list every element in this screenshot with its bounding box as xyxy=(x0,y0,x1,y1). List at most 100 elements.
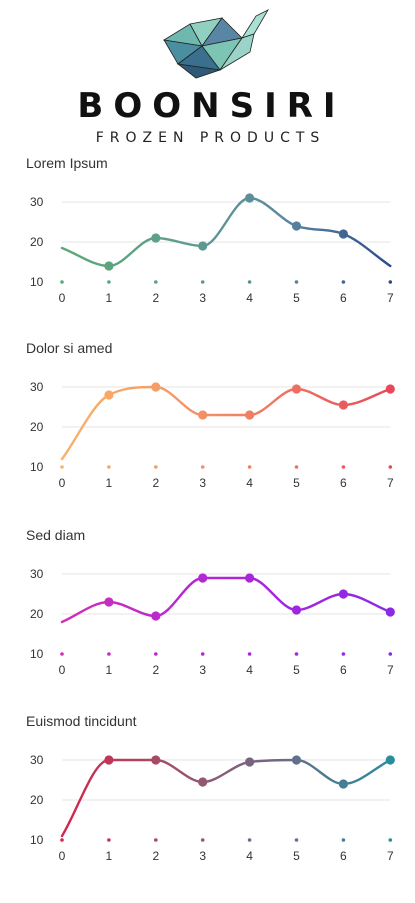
series-line xyxy=(60,576,392,624)
y-tick-label: 30 xyxy=(30,753,44,767)
chart-panel-1: Lorem Ipsum 10 20 30 0 1 2 3 4 5 6 7 xyxy=(0,155,415,345)
series-line xyxy=(60,758,392,838)
chart-title: Sed diam xyxy=(26,527,86,543)
x-tick-label: 2 xyxy=(152,291,159,305)
y-tick-label: 20 xyxy=(30,607,44,621)
data-point xyxy=(151,233,161,243)
x-tick-label: 5 xyxy=(293,849,300,863)
y-tick-label: 10 xyxy=(30,275,44,289)
x-tick-label: 1 xyxy=(106,663,113,677)
baseline-dot xyxy=(200,465,205,469)
x-tick-label: 6 xyxy=(340,476,347,490)
baseline-dot xyxy=(388,838,393,842)
baseline-dot xyxy=(60,465,64,469)
baseline-dot xyxy=(154,838,158,842)
x-tick-label: 3 xyxy=(199,476,206,490)
data-point xyxy=(338,589,348,599)
data-point xyxy=(198,573,208,583)
y-tick-label: 30 xyxy=(30,567,44,581)
x-tick-label: 0 xyxy=(59,476,66,490)
y-tick-label: 20 xyxy=(30,235,44,249)
baseline-dot xyxy=(107,652,111,656)
baseline-dot xyxy=(341,838,346,842)
x-tick-label: 4 xyxy=(246,476,253,490)
y-tick-label: 10 xyxy=(30,833,44,847)
data-point xyxy=(104,261,114,271)
baseline-dot xyxy=(247,838,252,842)
x-tick-label: 4 xyxy=(246,291,253,305)
data-point xyxy=(198,410,208,420)
data-point xyxy=(385,607,395,617)
baseline-dot xyxy=(200,838,205,842)
baseline-dot xyxy=(388,652,393,656)
baseline-dot xyxy=(341,280,346,284)
x-tick-label: 2 xyxy=(152,849,159,863)
x-tick-label: 5 xyxy=(293,291,300,305)
data-point xyxy=(104,390,114,400)
data-point xyxy=(385,755,395,765)
baseline-dot xyxy=(200,280,205,284)
brand-header: BOONSIRI FROZEN PRODUCTS xyxy=(0,0,415,150)
x-tick-label: 7 xyxy=(387,663,394,677)
y-tick-label: 10 xyxy=(30,647,44,661)
data-point xyxy=(151,382,161,392)
baseline-dot xyxy=(60,838,64,842)
x-tick-label: 6 xyxy=(340,291,347,305)
data-point xyxy=(151,611,161,621)
data-point xyxy=(245,193,255,203)
x-tick-label: 1 xyxy=(106,849,113,863)
x-tick-label: 7 xyxy=(387,849,394,863)
x-tick-label: 2 xyxy=(152,663,159,677)
line-chart: 10 20 30 0 1 2 3 4 5 6 7 xyxy=(30,753,395,863)
y-tick-label: 30 xyxy=(30,195,44,209)
data-point xyxy=(291,755,302,765)
baseline-dot xyxy=(247,280,252,284)
x-tick-label: 3 xyxy=(199,291,206,305)
x-tick-label: 4 xyxy=(246,849,253,863)
x-tick-label: 2 xyxy=(152,476,159,490)
x-tick-label: 4 xyxy=(246,663,253,677)
data-point xyxy=(385,384,395,394)
data-point xyxy=(338,779,348,789)
data-point xyxy=(245,757,255,767)
y-tick-label: 30 xyxy=(30,380,44,394)
baseline-dot xyxy=(294,652,299,656)
data-point xyxy=(291,605,302,615)
chart-panel-3: Sed diam 10 20 30 0 1 2 3 4 5 6 7 xyxy=(0,527,415,717)
x-tick-label: 5 xyxy=(293,476,300,490)
baseline-dot xyxy=(154,280,158,284)
chart-panel-2: Dolor si amed 10 20 30 0 1 2 3 4 5 6 7 xyxy=(0,340,415,530)
data-point xyxy=(338,400,348,410)
x-tick-label: 5 xyxy=(293,663,300,677)
x-tick-label: 0 xyxy=(59,849,66,863)
line-chart: 10 20 30 0 1 2 3 4 5 6 7 xyxy=(30,193,394,305)
baseline-dot xyxy=(107,280,111,284)
x-tick-label: 7 xyxy=(387,291,394,305)
x-tick-label: 0 xyxy=(59,663,66,677)
y-tick-label: 20 xyxy=(30,420,44,434)
baseline-dot xyxy=(247,652,252,656)
x-tick-label: 1 xyxy=(106,476,113,490)
data-point xyxy=(245,573,255,583)
baseline-dot xyxy=(107,838,111,842)
geometric-whale-icon xyxy=(162,9,270,79)
y-tick-label: 10 xyxy=(30,460,44,474)
data-point xyxy=(338,229,348,239)
x-tick-label: 6 xyxy=(340,849,347,863)
baseline-dot xyxy=(294,280,299,284)
chart-title: Euismod tincidunt xyxy=(26,713,137,729)
x-tick-label: 3 xyxy=(199,663,206,677)
line-chart: 10 20 30 0 1 2 3 4 5 6 7 xyxy=(30,567,395,677)
baseline-dot xyxy=(341,652,346,656)
baseline-dot xyxy=(60,652,64,656)
series-line xyxy=(60,196,392,268)
data-point xyxy=(245,410,255,420)
data-point xyxy=(291,221,302,231)
baseline-dot xyxy=(341,465,346,469)
chart-title: Dolor si amed xyxy=(26,340,113,356)
baseline-dot xyxy=(388,465,393,469)
baseline-dot xyxy=(154,652,158,656)
x-tick-label: 3 xyxy=(199,849,206,863)
x-tick-label: 1 xyxy=(106,291,113,305)
brand-subtitle: FROZEN PRODUCTS xyxy=(95,130,326,146)
